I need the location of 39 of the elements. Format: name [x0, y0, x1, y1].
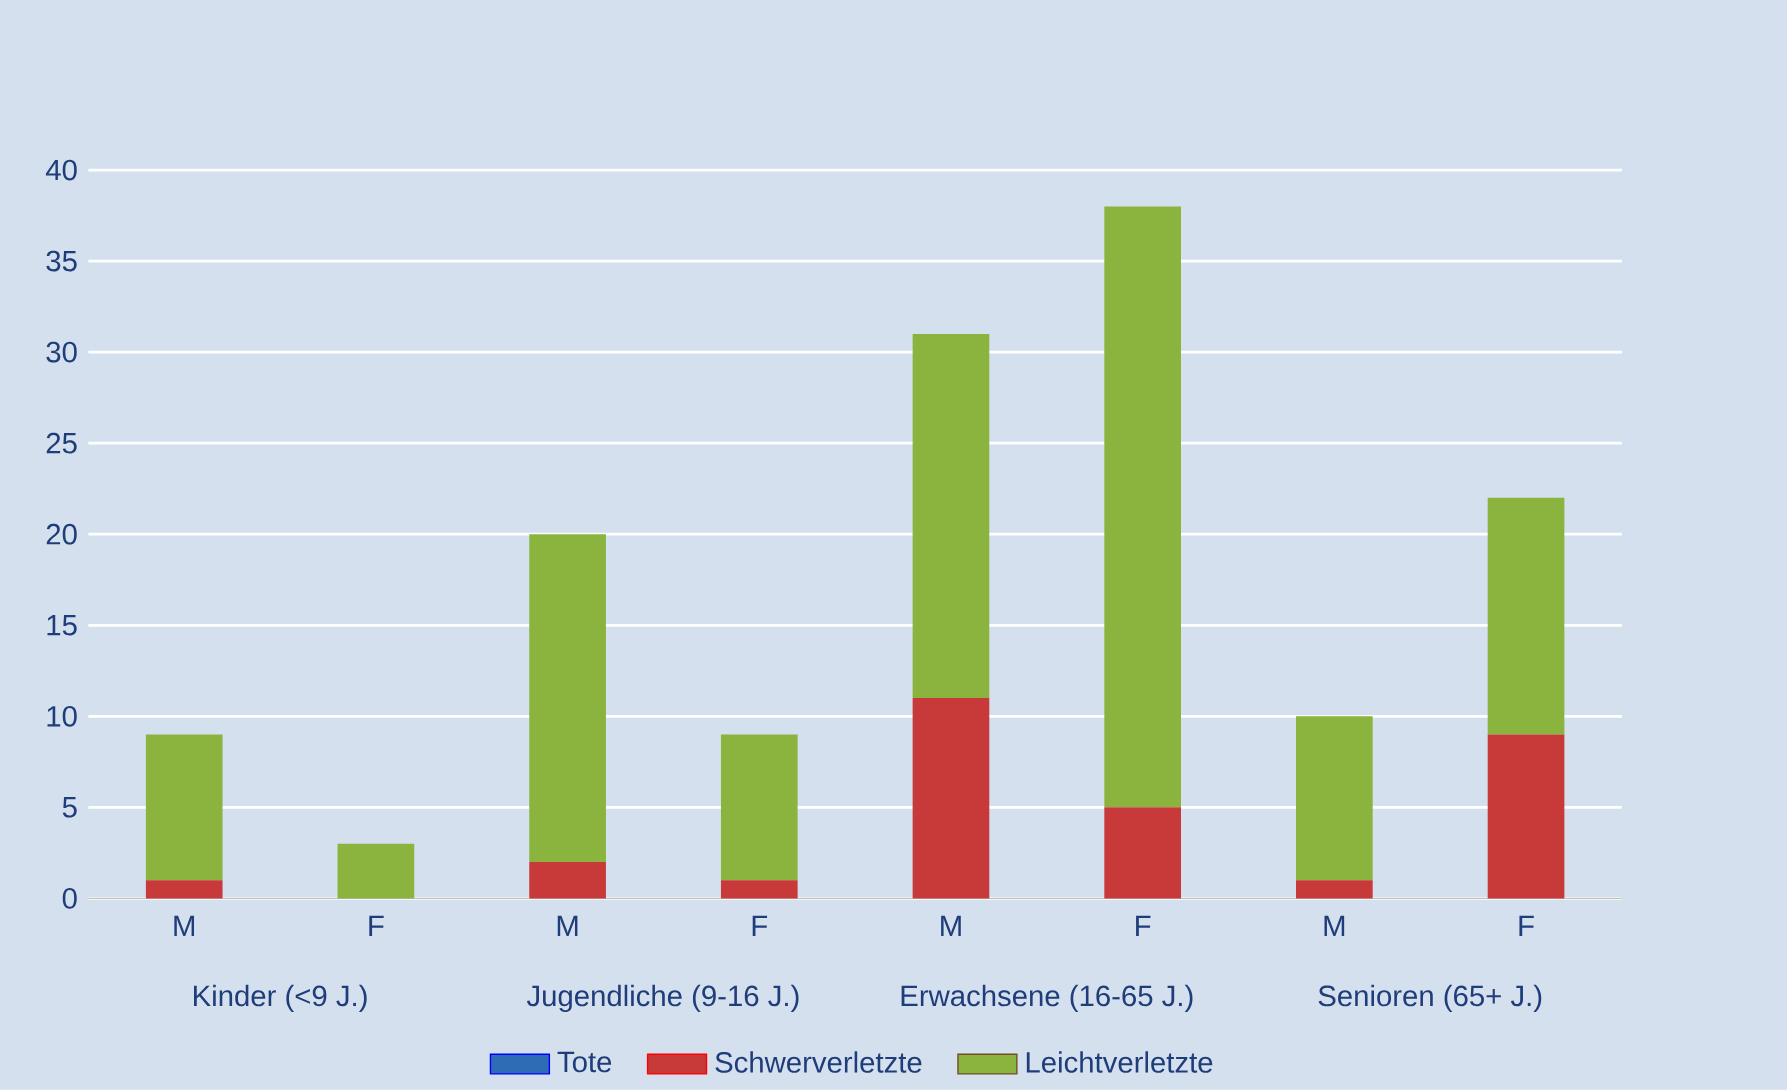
text: Senioren (65+ J.)	[1318, 984, 1542, 1013]
y-tick-label: 35	[46, 250, 77, 272]
bar	[1296, 716, 1373, 881]
bar	[1487, 734, 1565, 899]
legend-label: Schwerverletzte	[715, 1051, 922, 1073]
bar	[720, 734, 798, 881]
y-tick-label: 30	[46, 341, 77, 363]
bar	[1487, 497, 1565, 735]
x-tick-label: F	[752, 915, 768, 937]
bar	[1104, 807, 1181, 899]
y-tick-label: 20	[46, 523, 77, 545]
y-tick-label: 15	[47, 615, 77, 636]
y-tick-label: 10	[47, 706, 77, 727]
x-tick-label: M	[557, 915, 578, 937]
bar	[912, 334, 990, 699]
text: Erwachsene (16-65 J.)	[901, 984, 1193, 1013]
x-tick-label: F	[1136, 915, 1151, 937]
x-tick-label: M	[941, 915, 961, 937]
text: Kinder (<9 J.)	[194, 984, 367, 1013]
y-tick-label: 0	[62, 888, 77, 909]
x-tick-label: F	[1519, 915, 1534, 937]
bar	[1296, 880, 1373, 899]
y-tick-label: 25	[46, 432, 77, 454]
bar	[720, 880, 798, 899]
bar	[145, 880, 223, 899]
bar	[529, 862, 606, 899]
bar	[529, 534, 606, 863]
y-tick-label: 5	[62, 797, 77, 818]
x-tick-label: M	[174, 915, 195, 937]
legend-label: Tote	[557, 1051, 612, 1073]
bar	[337, 843, 415, 899]
y-tick-label: 40	[45, 159, 77, 181]
legend-label: Leichtverletzte	[1026, 1051, 1213, 1073]
bar	[145, 734, 223, 881]
bar	[912, 698, 990, 899]
text: Jugendliche (9-16 J.)	[526, 984, 799, 1013]
x-tick-label: F	[369, 915, 384, 937]
x-tick-label: M	[1324, 915, 1345, 937]
bar	[1104, 206, 1181, 808]
